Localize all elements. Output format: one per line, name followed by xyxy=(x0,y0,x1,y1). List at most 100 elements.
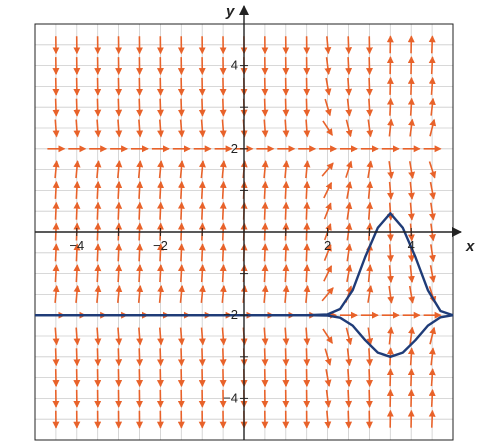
field-arrow xyxy=(322,328,333,344)
field-arrow xyxy=(387,118,395,137)
field-arrow xyxy=(345,160,353,178)
field-arrow xyxy=(322,120,333,136)
field-arrow xyxy=(52,284,60,303)
field-arrow xyxy=(303,119,311,138)
field-arrow xyxy=(387,181,394,200)
field-arrow xyxy=(52,201,60,220)
field-arrow xyxy=(136,264,144,283)
field-arrow xyxy=(282,264,290,283)
field-arrow xyxy=(115,201,123,220)
field-arrow xyxy=(198,327,206,346)
field-arrow xyxy=(157,243,165,262)
field-arrow xyxy=(282,348,290,367)
field-arrow xyxy=(261,327,269,346)
field-arrow xyxy=(115,119,123,138)
y-tick-label: −4 xyxy=(223,390,238,405)
field-arrow xyxy=(177,243,185,262)
x-tick-label: −4 xyxy=(69,238,84,253)
field-arrow xyxy=(303,201,311,220)
field-arrow xyxy=(303,243,311,262)
field-arrow xyxy=(366,119,374,138)
field-arrow xyxy=(261,348,269,367)
field-arrow xyxy=(345,410,353,429)
field-arrow xyxy=(345,98,353,117)
field-arrow xyxy=(303,98,311,117)
field-arrow xyxy=(408,118,415,137)
tick-labels: −4 −2 2 4 4 2 −2 −4 xyxy=(69,58,414,406)
field-arrow xyxy=(428,368,436,387)
field-arrow xyxy=(177,201,185,220)
field-arrow xyxy=(323,243,332,262)
field-arrow xyxy=(52,160,60,179)
field-arrow xyxy=(115,243,123,262)
axes xyxy=(34,5,462,441)
field-arrow xyxy=(407,368,415,387)
field-arrow xyxy=(428,56,436,75)
field-arrow xyxy=(324,389,332,408)
field-arrow xyxy=(408,326,415,345)
field-arrow xyxy=(408,161,416,179)
field-arrow xyxy=(323,202,332,220)
field-arrow xyxy=(321,287,334,302)
field-arrow xyxy=(73,264,81,283)
field-arrow xyxy=(219,160,227,179)
field-arrow xyxy=(177,180,185,199)
field-arrow xyxy=(73,284,81,303)
field-arrow xyxy=(282,284,290,303)
field-arrow xyxy=(198,201,206,220)
field-arrow xyxy=(177,348,185,367)
field-arrow xyxy=(428,347,436,366)
field-arrow xyxy=(94,180,102,199)
field-arrow xyxy=(428,97,436,116)
field-arrow xyxy=(136,327,144,346)
field-arrow xyxy=(261,243,269,262)
field-arrow xyxy=(52,327,60,346)
field-arrow xyxy=(366,285,374,303)
x-tick-label: 2 xyxy=(324,238,331,253)
field-arrow xyxy=(177,119,185,138)
field-arrow xyxy=(407,347,415,366)
field-arrow xyxy=(345,36,353,55)
field-arrow xyxy=(366,327,374,346)
field-arrow xyxy=(115,98,123,117)
field-arrow xyxy=(282,243,290,262)
field-arrow xyxy=(198,284,206,303)
field-arrow xyxy=(94,348,102,367)
field-arrow xyxy=(366,160,374,179)
field-arrow xyxy=(261,201,269,220)
field-arrow xyxy=(282,98,290,117)
field-arrow xyxy=(136,243,144,262)
field-arrow xyxy=(324,348,332,366)
field-arrow xyxy=(73,327,81,346)
field-arrow xyxy=(345,181,353,199)
field-arrow xyxy=(324,98,332,117)
field-arrow xyxy=(282,119,290,138)
field-arrow xyxy=(386,97,394,116)
field-arrow xyxy=(386,244,394,263)
field-arrow xyxy=(52,119,60,138)
y-tick-label: −2 xyxy=(223,307,238,322)
field-arrow xyxy=(52,180,60,199)
field-arrow xyxy=(323,181,333,199)
field-arrow xyxy=(177,264,185,283)
field-arrow xyxy=(407,181,415,200)
field-arrow xyxy=(324,57,332,76)
field-arrow xyxy=(345,77,353,96)
field-arrow xyxy=(198,348,206,367)
field-arrow xyxy=(429,202,436,221)
field-arrow xyxy=(386,202,394,221)
field-arrow xyxy=(52,243,60,262)
field-arrow xyxy=(115,160,123,179)
field-arrow xyxy=(345,243,353,262)
field-arrow xyxy=(73,243,81,262)
field-arrow xyxy=(428,161,437,179)
field-arrow xyxy=(407,202,415,221)
field-arrow xyxy=(345,348,353,367)
field-arrow xyxy=(303,264,311,283)
field-arrow xyxy=(219,119,227,138)
field-arrow xyxy=(115,180,123,199)
field-arrow xyxy=(73,119,81,138)
field-arrow xyxy=(345,389,353,408)
field-arrow xyxy=(219,284,227,303)
field-arrow xyxy=(345,327,353,346)
